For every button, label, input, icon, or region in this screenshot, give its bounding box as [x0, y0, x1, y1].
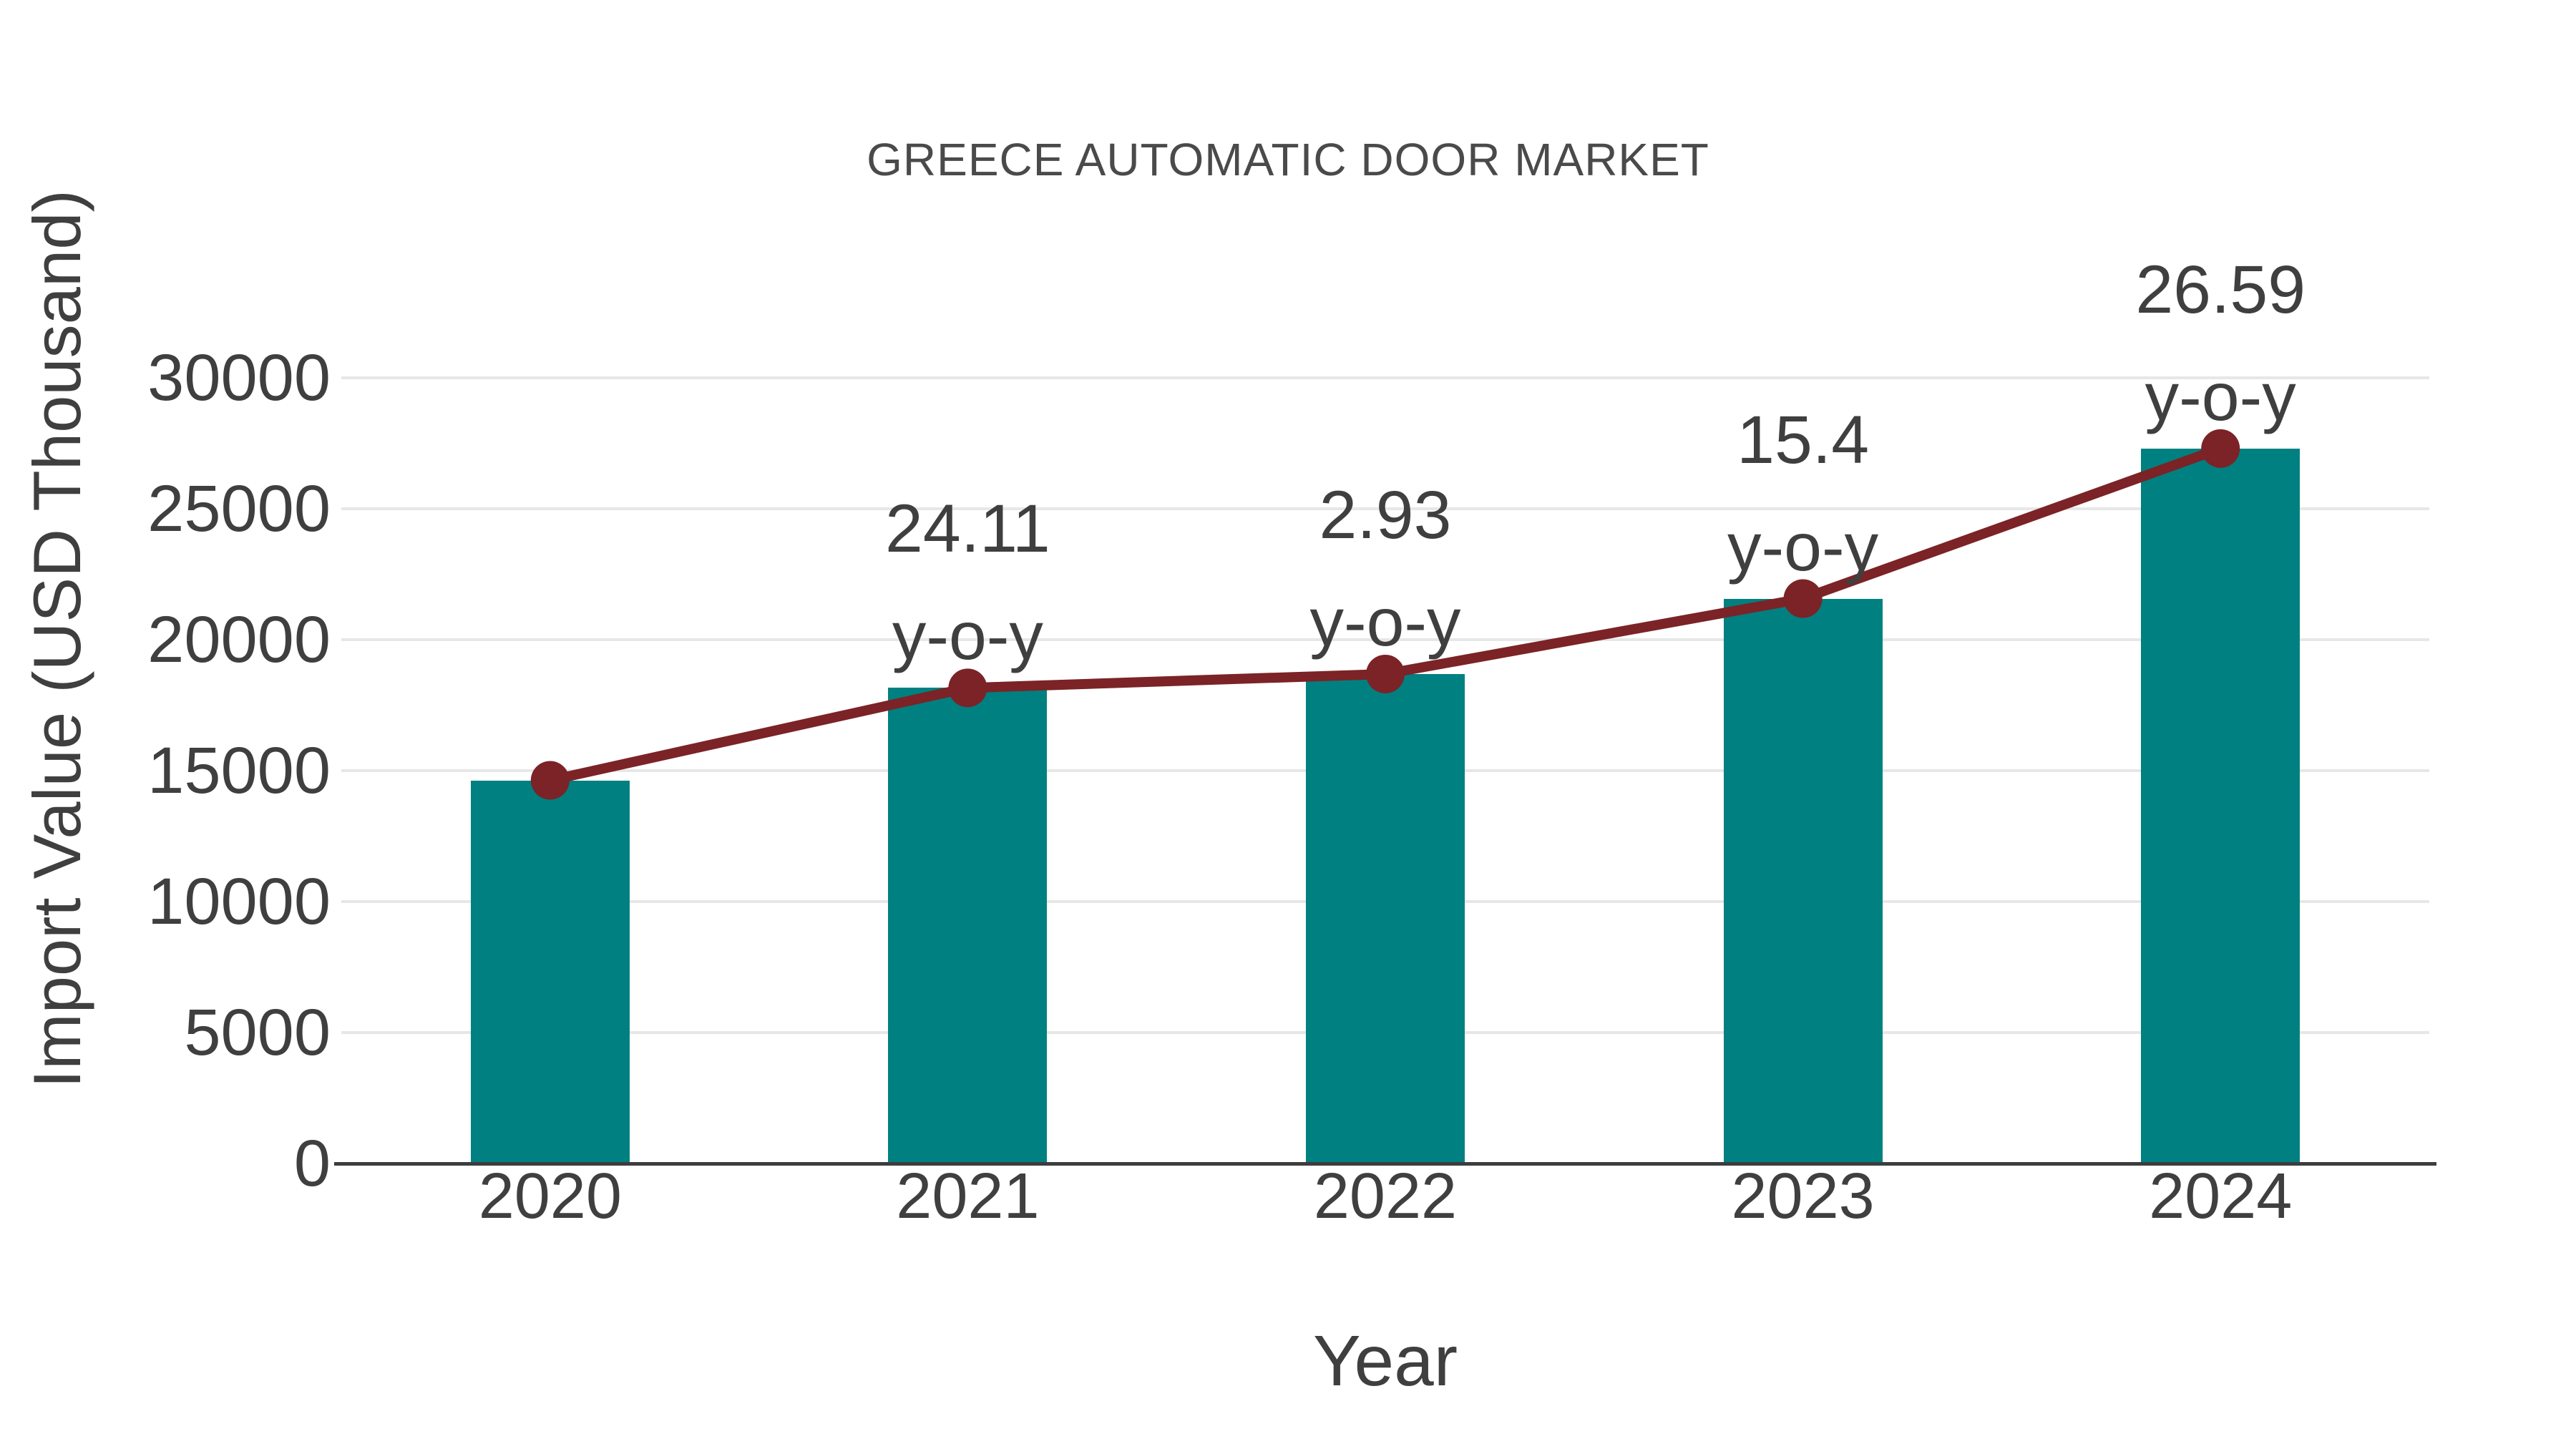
y-tick-label-20000: 20000 [147, 603, 331, 676]
x-axis-label: Year [1312, 1321, 1458, 1401]
y-tick-label-15000: 15000 [147, 734, 331, 807]
annotation-value: 2.93 [1319, 477, 1452, 553]
y-tick-label-10000: 10000 [147, 865, 331, 938]
bar-2024 [2141, 448, 2301, 1163]
y-tick-label-30000: 30000 [147, 341, 331, 414]
annotation-2023: 15.4 y-o-y [1553, 386, 2054, 601]
annotation-suffix: y-o-y [892, 598, 1043, 675]
annotation-value: 26.59 [2135, 251, 2306, 328]
annotation-value: 24.11 [885, 491, 1050, 567]
x-tick-label-2022: 2022 [1313, 1161, 1458, 1232]
annotation-suffix: y-o-y [2145, 358, 2296, 435]
annotation-suffix: y-o-y [1309, 584, 1461, 660]
x-axis-line [334, 1162, 2436, 1166]
annotation-2024: 26.59 y-o-y [1970, 236, 2471, 451]
bar-2023 [1723, 598, 1883, 1163]
y-tick-label-25000: 25000 [147, 472, 331, 545]
annotation-2021: 24.11 y-o-y [717, 475, 1218, 690]
x-tick-label-2021: 2021 [896, 1161, 1040, 1232]
y-tick-label-0: 0 [293, 1127, 331, 1200]
annotation-suffix: y-o-y [1727, 509, 1879, 585]
annotation-value: 15.4 [1737, 401, 1870, 478]
y-tick-label-5000: 5000 [184, 996, 331, 1069]
x-tick-label-2020: 2020 [478, 1161, 622, 1232]
bar-2021 [888, 688, 1048, 1163]
bar-2020 [470, 780, 630, 1163]
chart-title: GREECE AUTOMATIC DOOR MARKET [867, 134, 1709, 185]
bar-2022 [1306, 673, 1465, 1163]
gridline-30000 [341, 376, 2429, 379]
x-tick-label-2024: 2024 [2149, 1161, 2293, 1232]
annotation-2022: 2.93 y-o-y [1135, 462, 1636, 676]
x-tick-label-2023: 2023 [1731, 1161, 1875, 1232]
